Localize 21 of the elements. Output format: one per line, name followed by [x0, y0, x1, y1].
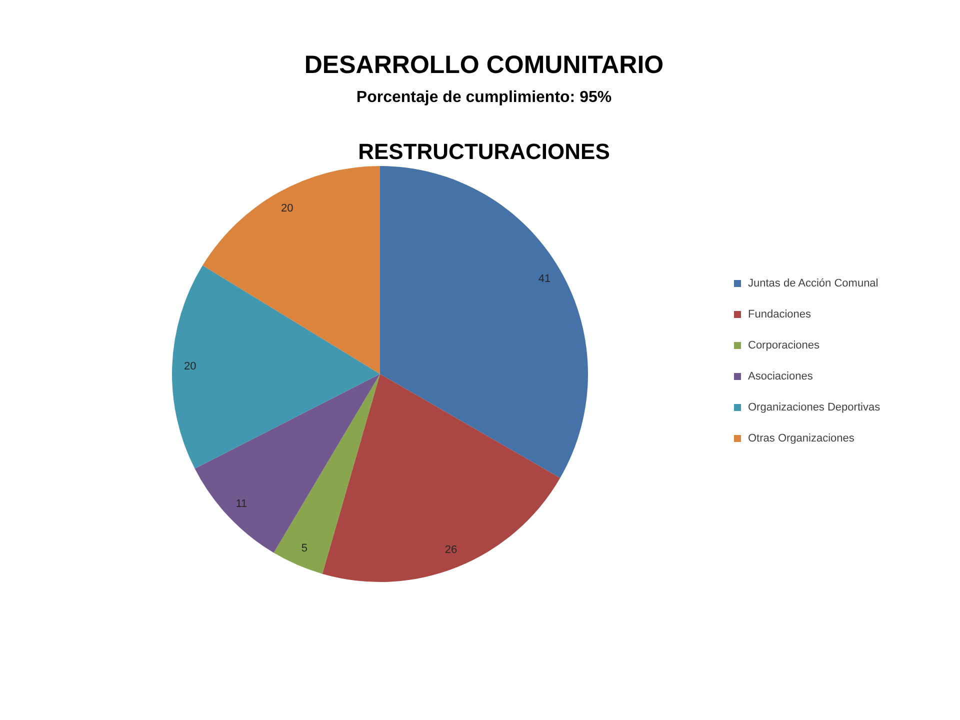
legend-label: Organizaciones Deportivas — [748, 402, 881, 414]
pie-slice — [322, 374, 560, 582]
data-label: 41 — [538, 273, 551, 285]
pie-slice — [380, 166, 588, 478]
data-label: 5 — [301, 542, 308, 554]
data-label: 26 — [444, 544, 458, 556]
data-label: 11 — [236, 498, 248, 510]
data-label: 20 — [280, 202, 294, 214]
pie-slice — [274, 374, 380, 574]
pie-slice — [202, 166, 380, 374]
data-label: 20 — [184, 360, 196, 373]
chart-title: DESARROLLO COMUNITARIO — [304, 51, 664, 79]
legend-label: Corporaciones — [748, 340, 820, 352]
text: RESTRUCTURACIONES — [358, 139, 610, 164]
chart-subtitle: Porcentaje de cumplimiento: 95% — [356, 89, 612, 106]
pie-slice — [194, 374, 380, 553]
legend-label: Asociaciones — [748, 370, 814, 382]
legend-label: Juntas de Acción Comunal — [748, 278, 878, 290]
legend-label: Fundaciones — [748, 308, 812, 320]
pie-slice — [172, 265, 380, 469]
legend-label: Otras Organizaciones — [748, 432, 855, 444]
